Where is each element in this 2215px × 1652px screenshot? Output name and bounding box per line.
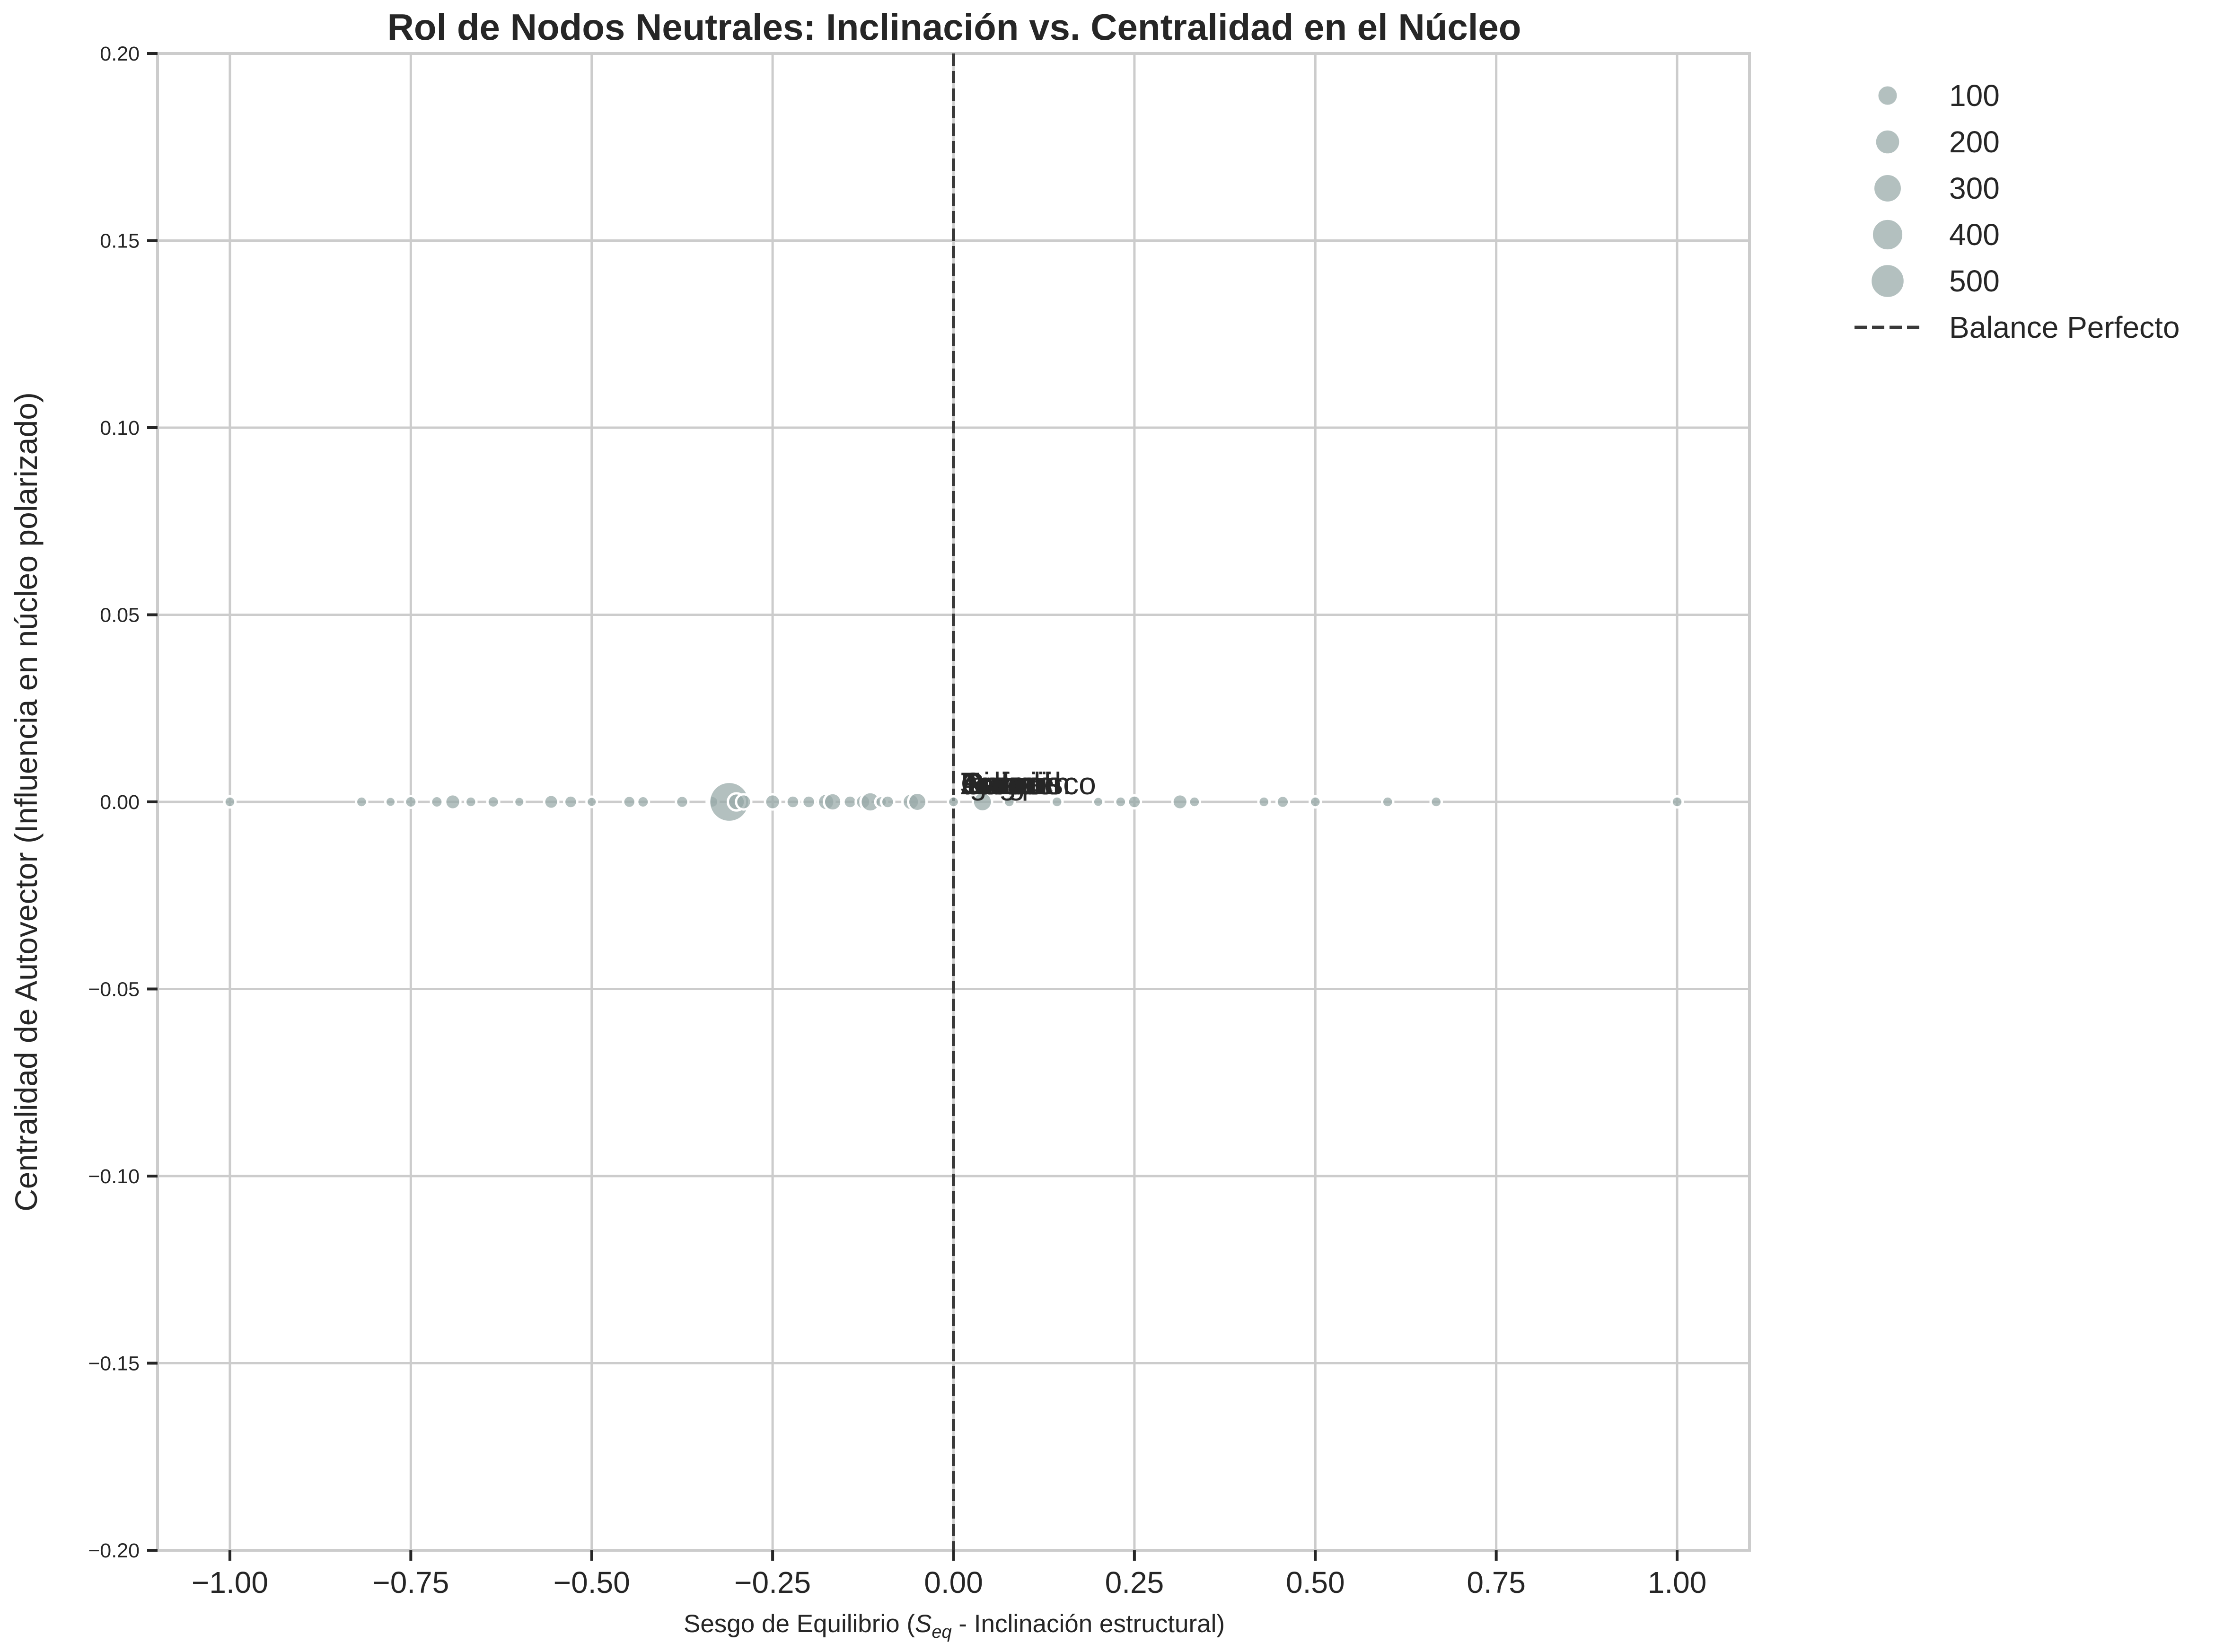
data-point — [355, 795, 369, 809]
x-axis-label-part-2: - Inclinación estructural) — [952, 1610, 1225, 1638]
data-point — [785, 794, 801, 810]
data-point — [735, 793, 753, 811]
point-annotation: Ignacio — [961, 766, 1062, 801]
x-tick-label: −0.75 — [372, 1565, 449, 1599]
x-tick-label: 0.25 — [1105, 1565, 1164, 1599]
y-tick-label: −0.15 — [88, 1353, 140, 1375]
data-point — [1257, 795, 1271, 809]
data-point — [1002, 795, 1016, 809]
data-point — [464, 795, 478, 809]
point-annotation: Francisco — [961, 766, 1096, 801]
x-tick-label: 0.50 — [1286, 1565, 1345, 1599]
y-tick-label: 0.00 — [100, 791, 140, 814]
data-point — [444, 793, 462, 811]
x-axis-label-subscript: eq — [932, 1622, 951, 1642]
x-axis-label-symbol: S — [915, 1610, 932, 1638]
y-tick-label: 0.20 — [100, 43, 140, 65]
data-point — [764, 793, 782, 811]
point-annotation: Diego — [961, 766, 1042, 801]
legend-size-label: 100 — [1949, 79, 2000, 113]
y-tick-label: −0.20 — [88, 1539, 140, 1562]
point-annotation: Angel — [961, 766, 1041, 801]
x-tick-label: −1.00 — [192, 1565, 268, 1599]
x-axis-label-part-1: Sesgo de Equilibrio ( — [684, 1610, 915, 1638]
y-tick-label: −0.10 — [88, 1165, 140, 1188]
x-axis-label: Sesgo de Equilibrio (Seq - Inclinación e… — [684, 1610, 1225, 1642]
y-tick-label: 0.15 — [100, 230, 140, 253]
data-point — [1091, 795, 1105, 808]
y-axis-label: Centralidad de Autovector (Influencia en… — [9, 392, 44, 1212]
x-tick-label: 0.00 — [924, 1565, 983, 1599]
x-tick-label: −0.25 — [734, 1565, 811, 1599]
x-tick-label: 0.75 — [1467, 1565, 1526, 1599]
x-tick-label: −0.50 — [554, 1565, 630, 1599]
data-point — [223, 795, 237, 809]
data-point — [1429, 795, 1443, 809]
data-point — [971, 791, 993, 813]
y-tick-label: 0.05 — [100, 604, 140, 627]
data-point — [585, 795, 598, 808]
legend-size-marker — [1876, 84, 1899, 107]
legend-size-marker — [1874, 128, 1901, 156]
chart-title: Rol de Nodos Neutrales: Inclinación vs. … — [387, 6, 1521, 48]
points-layer — [223, 781, 1684, 823]
data-point — [543, 793, 560, 810]
data-point — [384, 795, 397, 808]
data-point — [430, 795, 444, 809]
data-point — [1670, 795, 1684, 809]
point-annotation: Julian — [961, 766, 1042, 801]
data-point — [907, 791, 928, 813]
data-point — [563, 794, 579, 810]
point-annotation: Gabriel — [961, 766, 1062, 801]
legend-size-label: 200 — [1949, 125, 2000, 159]
annotation-layer: FranciscoJulianTomasIgnacioDiegoGabrielJ… — [961, 766, 1096, 801]
data-point — [636, 795, 650, 809]
legend-size-label: 500 — [1949, 264, 2000, 298]
data-point — [1050, 795, 1064, 809]
data-point — [675, 794, 690, 809]
legend-size-marker — [1872, 173, 1903, 203]
data-point — [486, 795, 501, 809]
data-point — [947, 795, 960, 809]
data-point — [1114, 795, 1128, 809]
data-point — [404, 795, 418, 809]
point-annotation: Joaquin — [961, 766, 1070, 801]
legend: 100 200 300 400 500 Balance Perfecto — [1855, 79, 2180, 344]
data-point — [1309, 795, 1322, 809]
legend-reference-label: Balance Perfecto — [1949, 310, 2180, 344]
data-point — [622, 794, 637, 809]
point-annotation: Rafael — [961, 766, 1051, 801]
x-tick-label: 1.00 — [1648, 1565, 1707, 1599]
data-point — [801, 794, 817, 810]
data-point — [1187, 795, 1202, 809]
legend-size-label: 400 — [1949, 218, 2000, 252]
axes-layer: −1.00 −0.75 −0.50 −0.25 0.00 0.25 0.50 0.75 1.00… — [88, 43, 1751, 1599]
y-tick-label: 0.10 — [100, 417, 140, 439]
data-point — [1126, 794, 1143, 810]
data-point — [1171, 793, 1189, 811]
data-point — [1275, 794, 1291, 809]
data-point — [1380, 795, 1395, 809]
point-annotation: Tomas — [961, 766, 1053, 801]
legend-size-marker — [1870, 263, 1906, 299]
data-point — [880, 794, 896, 810]
data-point — [822, 791, 843, 812]
y-tick-label: −0.05 — [88, 978, 140, 1001]
legend-size-label: 300 — [1949, 171, 2000, 205]
data-point — [513, 795, 526, 808]
legend-size-marker — [1871, 218, 1905, 252]
